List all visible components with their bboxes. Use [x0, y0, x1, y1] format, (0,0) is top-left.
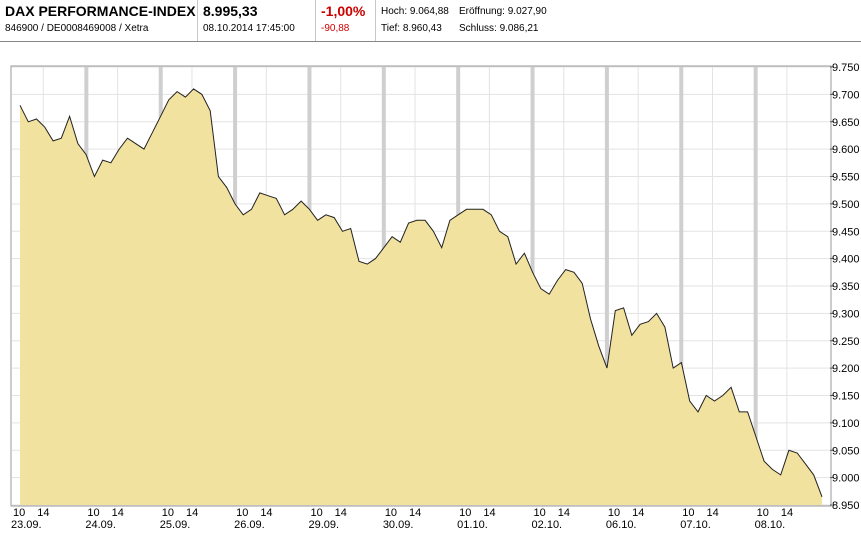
hour-tick-label: 10 — [310, 507, 322, 519]
change-cell: -1,00% -90,88 — [316, 0, 376, 41]
hour-tick-label: 14 — [37, 507, 49, 519]
price-line — [19, 88, 823, 497]
hour-tick-label: 10 — [682, 507, 694, 519]
day-label: 01.10. — [457, 519, 488, 531]
y-tick-label: 9.200 — [832, 363, 860, 375]
y-tick-label: 9.500 — [832, 199, 860, 211]
y-tick-label: 9.550 — [832, 172, 860, 184]
day-label: 29.09. — [308, 519, 339, 531]
y-tick-label: 9.450 — [832, 226, 860, 238]
y-tick-label: 9.000 — [832, 473, 860, 485]
hour-tick-label: 14 — [781, 507, 793, 519]
day-label: 25.09. — [160, 519, 191, 531]
y-axis: 8.950 9.000 9.050 9.100 9.150 9.200 9.250 9.300… — [830, 62, 860, 512]
y-tick-label: 8.950 — [832, 500, 860, 512]
y-tick-label: 9.400 — [832, 254, 860, 266]
hour-tick-label: 10 — [608, 507, 620, 519]
y-tick-label: 9.650 — [832, 117, 860, 129]
hour-tick-label: 10 — [459, 507, 471, 519]
hour-tick-label: 14 — [707, 507, 719, 519]
hour-tick-label: 10 — [534, 507, 546, 519]
day-label: 08.10. — [755, 519, 786, 531]
instrument-ids: 846900 / DE0008469008 / Xetra — [5, 23, 149, 34]
y-tick-label: 9.250 — [832, 336, 860, 348]
change-percent: -1,00% — [321, 3, 366, 19]
day-high: Hoch: 9.064,88 — [381, 6, 449, 17]
y-tick-label: 9.700 — [832, 89, 860, 101]
price-area — [20, 88, 822, 506]
y-tick-label: 9.600 — [832, 144, 860, 156]
hour-tick-label: 14 — [558, 507, 570, 519]
quote-header: DAX PERFORMANCE-INDEX 846900 / DE0008469… — [0, 0, 861, 42]
prev-close: Schluss: 9.086,21 — [459, 23, 539, 34]
hour-tick-label: 10 — [385, 507, 397, 519]
hour-tick-label: 10 — [87, 507, 99, 519]
day-open: Eröffnung: 9.027,90 — [459, 6, 547, 17]
y-tick-label: 9.150 — [832, 391, 860, 403]
hour-tick-label: 14 — [112, 507, 124, 519]
day-label: 23.09. — [11, 519, 42, 531]
y-tick-label: 9.300 — [832, 308, 860, 320]
instrument-name: DAX PERFORMANCE-INDEX — [5, 3, 196, 19]
quote-datetime: 08.10.2014 17:45:00 — [203, 23, 295, 34]
y-tick-label: 9.750 — [832, 62, 860, 74]
price-chart: 8.950 9.000 9.050 9.100 9.150 9.200 9.250 9.300… — [10, 62, 860, 531]
instrument-cell: DAX PERFORMANCE-INDEX 846900 / DE0008469… — [0, 0, 198, 41]
hour-tick-label: 14 — [186, 507, 198, 519]
hour-tick-label: 10 — [236, 507, 248, 519]
y-tick-label: 9.350 — [832, 281, 860, 293]
change-absolute: -90,88 — [321, 23, 350, 34]
day-label: 26.09. — [234, 519, 265, 531]
y-tick-label: 9.050 — [832, 445, 860, 457]
hour-tick-label: 14 — [409, 507, 421, 519]
y-tick-label: 9.100 — [832, 418, 860, 430]
hour-tick-label: 14 — [335, 507, 347, 519]
last-price: 8.995,33 — [203, 3, 258, 19]
hour-tick-label: 14 — [260, 507, 272, 519]
day-low: Tief: 8.960,43 — [381, 23, 442, 34]
day-label: 30.09. — [383, 519, 414, 531]
day-label: 02.10. — [532, 519, 563, 531]
hour-tick-label: 10 — [162, 507, 174, 519]
hour-tick-label: 14 — [632, 507, 644, 519]
day-label: 06.10. — [606, 519, 637, 531]
day-label: 07.10. — [680, 519, 711, 531]
day-label: 24.09. — [85, 519, 116, 531]
stats-cell: Hoch: 9.064,88 Eröffnung: 9.027,90 Tief:… — [376, 0, 861, 41]
hour-tick-label: 14 — [483, 507, 495, 519]
price-cell: 8.995,33 08.10.2014 17:45:00 — [198, 0, 316, 41]
hour-tick-label: 10 — [757, 507, 769, 519]
hour-tick-label: 10 — [13, 507, 25, 519]
